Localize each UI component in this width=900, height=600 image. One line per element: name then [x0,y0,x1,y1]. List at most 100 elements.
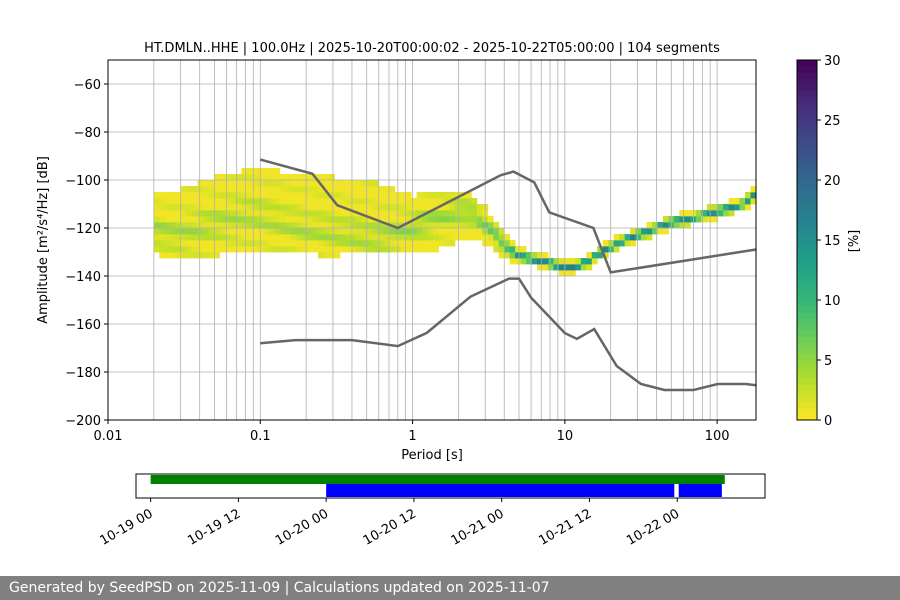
heatmap-cell [290,234,297,241]
heatmap-cell [504,240,511,247]
heatmap-cell [241,216,248,223]
heatmap-cell [383,234,390,241]
heatmap-cell [268,198,275,205]
heatmap-cell [175,222,182,229]
heatmap-cell [547,264,554,271]
heatmap-cell [208,192,215,199]
heatmap-cell [230,174,237,181]
availability-data-span [150,475,725,484]
heatmap-cell [493,240,500,247]
heatmap-cell [651,222,658,229]
colorbar-step [797,306,817,313]
colorbar-step [797,120,817,127]
heatmap-cell [246,174,253,181]
heatmap-cell [208,204,215,211]
heatmap-cell [750,192,757,199]
heatmap-cell [433,198,439,205]
heatmap-cell [170,228,177,235]
heatmap-cell [197,204,204,211]
heatmap-cell [608,240,615,247]
heatmap-cell [192,240,199,247]
heatmap-cell [290,192,297,199]
heatmap-cell [268,222,275,229]
heatmap-cell [449,210,456,217]
heatmap-cell [372,228,379,235]
heatmap-cell [203,180,209,187]
colorbar-step [797,228,817,235]
heatmap-cell [575,264,582,271]
heatmap-cell [460,210,467,217]
heatmap-cell [268,240,275,247]
axis-ticks: 0.01 0.1 1 10 100 −60 −80 −100 −120 −140 −160 −180 −… [65,78,729,444]
heatmap-cell [274,180,281,187]
heatmap-cell [411,198,417,205]
heatmap-cell [361,240,368,247]
heatmap-cell [334,210,341,217]
heatmap-cell [197,252,204,259]
colorbar-tick-label: 30 [824,54,841,69]
heatmap-cell [361,180,368,187]
heatmap-cell [329,252,335,259]
heatmap-cell [175,216,182,223]
colorbar-step [797,72,817,79]
heatmap-cell [323,192,330,199]
heatmap-cell [263,210,270,217]
heatmap-cell [443,210,450,217]
heatmap-cell [181,222,188,229]
heatmap-cell [405,246,412,253]
heatmap-cell [356,192,363,199]
heatmap-cell [164,198,171,205]
heatmap-cell [493,246,500,253]
heatmap-cell [318,198,324,205]
heatmap-cell [274,216,281,223]
heatmap-cell [175,240,182,247]
x-tick-label: 0.01 [94,429,123,444]
heatmap-cell [635,228,642,235]
colorbar-step [797,96,817,103]
heatmap-cell [274,210,281,217]
heatmap-cell [476,228,483,235]
heatmap-cell [192,252,199,259]
heatmap-cell [230,222,237,229]
heatmap-cell [181,186,188,193]
heatmap-cell [460,228,467,235]
heatmap-cell [252,174,259,181]
heatmap-cell [301,216,308,223]
heatmap-cell [197,210,204,217]
colorbar-step [797,78,817,85]
heatmap-cell [241,246,248,253]
heatmap-cell [197,234,204,241]
heatmap-cell [389,204,396,211]
heatmap-cell [175,228,182,235]
heatmap-cell [274,174,281,181]
heatmap-cell [235,222,242,229]
heatmap-cell [203,240,209,247]
heatmap-cell [504,234,511,241]
heatmap-cell [339,216,346,223]
heatmap-cell [208,210,215,217]
heatmap-cell [263,240,270,247]
heatmap-cell [422,234,428,241]
colorbar-step [797,234,817,241]
heatmap-cell [372,180,379,187]
heatmap-cell [350,222,357,229]
noise-models [259,158,757,392]
heatmap-cell [427,228,434,235]
heatmap-cell [723,204,730,211]
heatmap-cell [285,216,292,223]
heatmap-cell [214,246,220,253]
heatmap-cell [301,240,308,247]
colorbar-step [797,150,817,157]
colorbar-tick-label: 10 [824,294,841,309]
heatmap-cell [279,174,286,181]
heatmap-cell [296,204,303,211]
heatmap-cell [372,222,379,229]
heatmap-cell [646,234,653,241]
heatmap-cell [159,216,166,223]
heatmap-cell [214,174,220,181]
heatmap-cell [427,192,434,199]
heatmap-cell [389,240,396,247]
heatmap-cell [531,258,538,265]
heatmap-cell [214,222,220,229]
heatmap-cell [487,216,494,223]
